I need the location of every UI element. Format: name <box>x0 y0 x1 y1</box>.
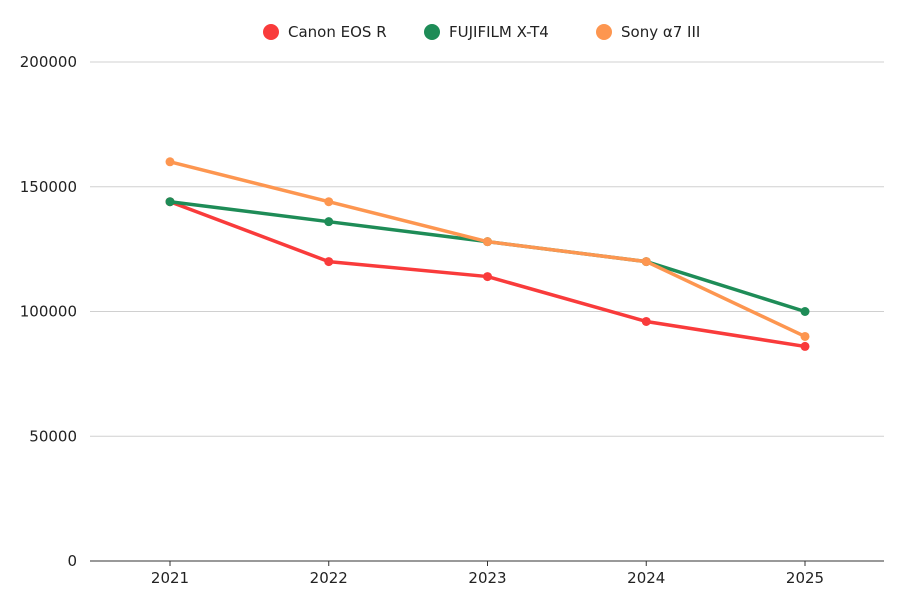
grid-layer <box>90 61 884 437</box>
legend-label: Canon EOS R <box>288 23 387 41</box>
series-line <box>168 199 807 314</box>
series-1 <box>165 197 810 316</box>
x-tick-label: 2021 <box>151 569 189 587</box>
legend-label: FUJIFILM X-T4 <box>449 23 549 41</box>
data-point <box>800 307 810 316</box>
legend-item: FUJIFILM X-T4 <box>424 23 549 41</box>
legend: Canon EOS R FUJIFILM X-T4 Sony α7 III <box>263 23 700 41</box>
y-tick-label: 150000 <box>20 178 77 196</box>
legend-item: Sony α7 III <box>596 23 700 41</box>
data-point <box>641 257 651 267</box>
data-point <box>324 217 334 227</box>
x-tick-label: 2025 <box>786 569 824 587</box>
y-tick-label: 200000 <box>20 53 77 71</box>
y-tick-label: 100000 <box>20 303 77 321</box>
x-tick-label: 2022 <box>310 569 348 587</box>
y-tick-label: 0 <box>67 552 77 570</box>
legend-swatch <box>596 24 612 40</box>
data-point <box>324 257 334 267</box>
data-point <box>800 341 810 351</box>
data-point <box>483 272 492 282</box>
legend-swatch <box>424 24 440 40</box>
legend-item: Canon EOS R <box>263 23 387 41</box>
series-0 <box>165 197 810 351</box>
legend-swatch <box>263 24 279 40</box>
data-point <box>324 197 334 207</box>
data-point <box>641 316 651 326</box>
data-point <box>800 331 810 341</box>
y-tick-label: 50000 <box>29 427 77 445</box>
data-point <box>483 237 492 247</box>
series-line <box>168 160 807 339</box>
x-tick-label: 2024 <box>627 569 665 587</box>
axis-layer: 0 50000 100000 150000 200000 2021 2022 2023 2024… <box>20 53 884 587</box>
legend-label: Sony α7 III <box>621 23 700 41</box>
data-point <box>165 157 175 167</box>
series-layer <box>165 157 810 351</box>
series-2 <box>165 157 810 341</box>
x-tick-label: 2023 <box>468 569 506 587</box>
data-point <box>165 197 175 207</box>
